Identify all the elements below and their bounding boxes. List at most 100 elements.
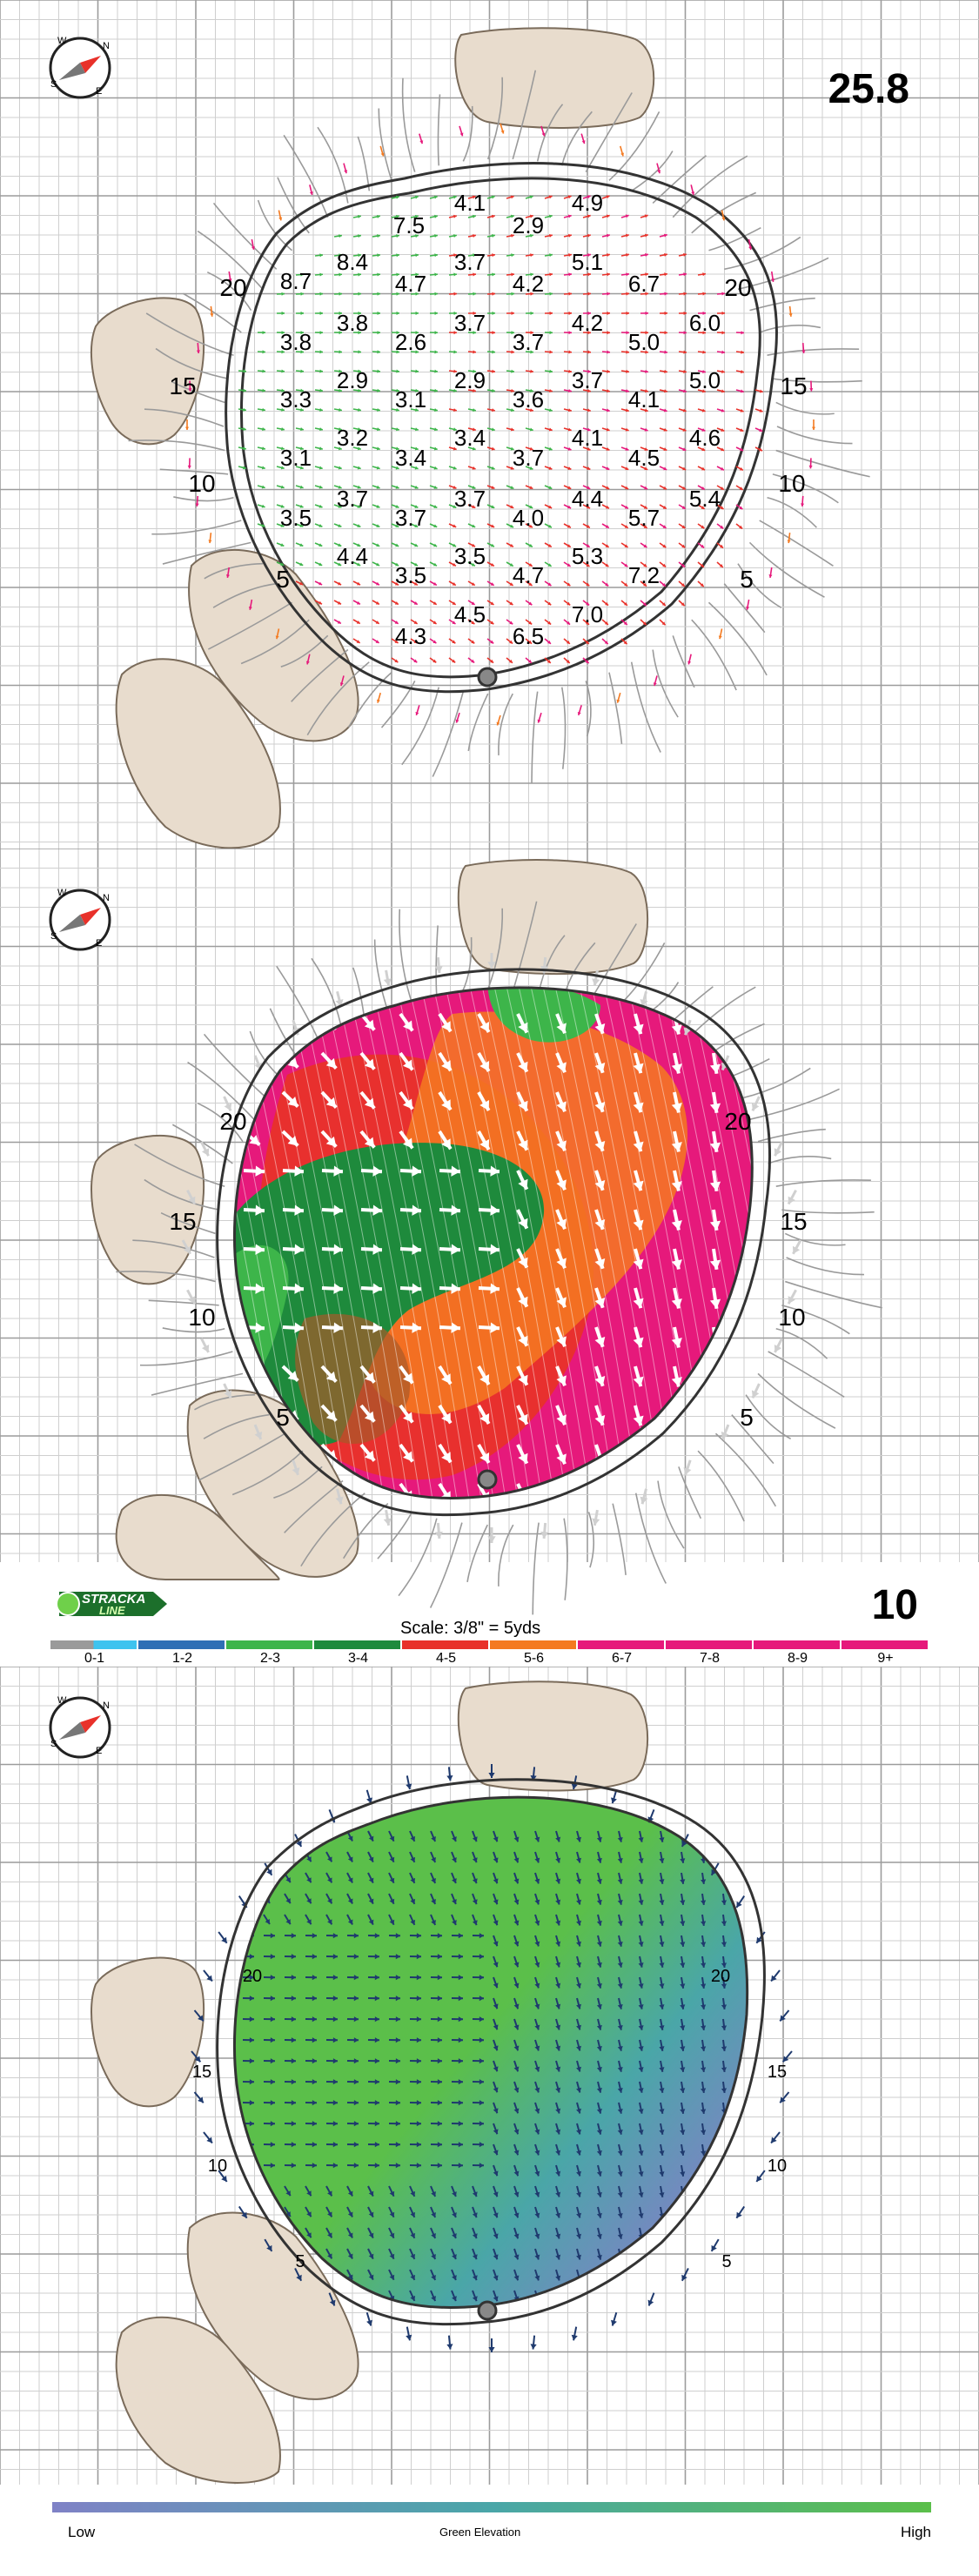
legend-label: 5-6 [523, 1651, 545, 1666]
slope-value: 4.6 [689, 425, 721, 451]
elevation-gradient-bar [52, 2502, 931, 2512]
yard-label: 15 [169, 372, 196, 399]
svg-text:W: W [57, 36, 67, 46]
yard-label: 20 [219, 274, 246, 301]
slope-value: 3.4 [454, 425, 486, 451]
compass-icon: N E S W [49, 1695, 111, 1759]
yard-label: 5 [740, 566, 754, 593]
legend-label: 7-8 [699, 1651, 721, 1666]
yard-label: 5 [295, 2252, 305, 2271]
elevation-fill [234, 1797, 748, 2308]
yard-label: 5 [740, 1404, 754, 1431]
slope-value: 3.7 [337, 486, 368, 512]
slope-value: 4.0 [513, 505, 544, 531]
elevation-title: Green Elevation [439, 2526, 521, 2539]
svg-text:W: W [57, 1695, 67, 1706]
svg-text:E: E [96, 1746, 102, 1756]
slope-value: 2.9 [454, 367, 486, 393]
compass-icon: N E S W [49, 888, 111, 951]
slope-value: 5.4 [689, 486, 721, 512]
legend-label: 8-9 [787, 1651, 808, 1666]
yard-label: 20 [724, 274, 751, 301]
scale-label: Scale: 3/8" = 5yds [400, 1619, 541, 1638]
legend-label: 3-4 [347, 1651, 369, 1666]
svg-text:E: E [96, 86, 102, 97]
slope-value: 3.1 [395, 386, 426, 413]
elevation-map: N E S W 20 15 10 5 20 15 10 5 [0, 1667, 979, 2485]
bunker-2 [91, 1134, 205, 1285]
bunker-1 [454, 27, 655, 129]
bunker-4 [115, 1493, 280, 1580]
yard-label: 10 [778, 1304, 805, 1331]
slope-value: 3.7 [513, 445, 544, 471]
yard-label: 5 [276, 566, 290, 593]
svg-text:N: N [103, 1701, 110, 1711]
yard-label: 10 [188, 1304, 215, 1331]
slope-value: 4.2 [513, 271, 544, 297]
contour-lines [128, 70, 870, 784]
logo-text-bottom: LINE [99, 1604, 125, 1617]
left-yard-labels: 20 15 10 5 [192, 1967, 305, 2271]
slope-value: 5.3 [572, 543, 603, 569]
contour-lines [116, 901, 882, 1615]
green-outline [216, 968, 772, 1517]
slope-value: 3.7 [454, 486, 486, 512]
slope-value: 4.4 [337, 543, 368, 569]
slope-map: N E S W 4.1 4.9 7.5 2.9 8.4 3.7 5.1 8.7 4.7 4.2 6.7 3.8… [0, 0, 979, 849]
heatmap-fill [234, 987, 753, 1499]
right-yard-labels: 20 15 10 5 [724, 1108, 807, 1431]
green-edge [239, 177, 761, 679]
slope-value: 3.7 [395, 505, 426, 531]
slope-value: 3.8 [280, 329, 312, 355]
left-yard-labels: 20 15 10 5 [169, 274, 289, 593]
outer-arrows [181, 953, 802, 1543]
slope-value: 4.4 [572, 486, 603, 512]
slope-value: 6.5 [513, 623, 544, 649]
bunker-1 [457, 859, 649, 976]
outer-arrows [191, 1764, 793, 2352]
legend-swatch [226, 1640, 312, 1649]
legend-swatch [50, 1640, 137, 1649]
slope-value: 6.0 [689, 310, 721, 336]
yard-label: 10 [778, 470, 805, 497]
legend-swatch [402, 1640, 488, 1649]
slope-value: 4.9 [572, 190, 603, 216]
slope-value: 3.5 [395, 562, 426, 588]
slope-value: 4.7 [513, 562, 544, 588]
break-heatmap: N E S W 20 15 10 5 20 15 10 5 [0, 849, 979, 1615]
slope-value: 2.9 [513, 212, 544, 238]
yard-label: 5 [721, 2252, 731, 2271]
legend-swatch [138, 1640, 225, 1649]
legend-swatch [842, 1640, 928, 1649]
legend-label: 1-2 [171, 1651, 193, 1666]
bunker-3 [186, 1389, 359, 1578]
right-yard-labels: 20 15 10 5 [711, 1967, 787, 2271]
svg-text:W: W [57, 888, 67, 898]
yard-label: 5 [276, 1404, 290, 1431]
slope-value: 4.1 [454, 190, 486, 216]
slope-value-labels: 4.1 4.9 7.5 2.9 8.4 3.7 5.1 8.7 4.7 4.2 6.7 3.8 3.7 4… [280, 190, 721, 649]
yard-label: 20 [711, 1967, 730, 1986]
fringe-outline [216, 1778, 766, 2326]
heat-green-top [487, 987, 600, 1043]
bunkers [91, 1680, 649, 2484]
fringe-outline [216, 968, 772, 1517]
stimp-value: 25.8 [828, 66, 909, 112]
yard-label: 15 [192, 2063, 211, 2082]
slope-value: 3.8 [337, 310, 368, 336]
svg-text:E: E [96, 938, 102, 949]
bunker-2 [91, 1956, 205, 2108]
right-yard-labels: 20 15 10 5 [724, 274, 807, 593]
legend-swatch [666, 1640, 752, 1649]
elevation-high-label: High [901, 2524, 931, 2540]
yard-label: 20 [243, 1967, 262, 1986]
slope-value: 3.2 [337, 425, 368, 451]
svg-text:S: S [50, 79, 57, 90]
yard-label: 10 [188, 470, 215, 497]
legend-label: 6-7 [611, 1651, 633, 1666]
fringe-outline [225, 162, 779, 694]
slope-value: 7.0 [572, 601, 603, 627]
slope-value: 3.7 [513, 329, 544, 355]
compass-icon: N E S W [49, 36, 111, 99]
slope-value: 4.2 [572, 310, 603, 336]
